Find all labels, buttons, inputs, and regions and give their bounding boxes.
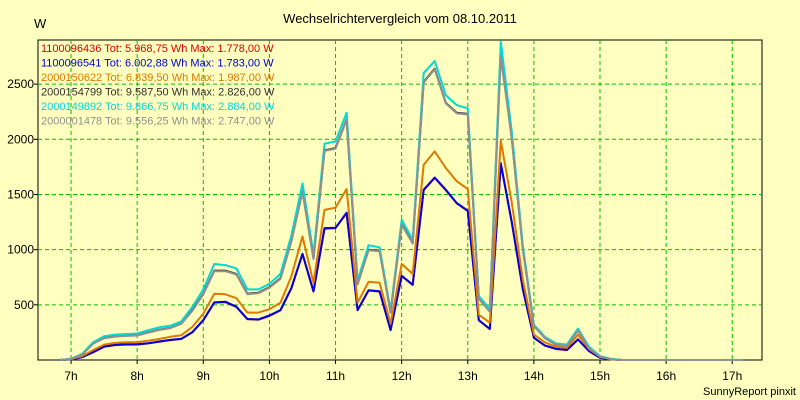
footer-credit: SunnyReport pinxit bbox=[703, 386, 796, 398]
y-tick-label: 1000 bbox=[7, 243, 34, 257]
y-axis-unit: W bbox=[34, 16, 47, 31]
x-tick-label: 7h bbox=[64, 369, 77, 383]
x-tick-label: 13h bbox=[458, 369, 478, 383]
legend-entry-2000001478: 2000001478 Tot: 9.556,25 Wh Max: 2.747,0… bbox=[41, 116, 275, 128]
x-tick-label: 15h bbox=[590, 369, 610, 383]
x-tick-label: 16h bbox=[656, 369, 676, 383]
x-tick-label: 17h bbox=[722, 369, 742, 383]
chart-title: Wechselrichtervergleich vom 08.10.2011 bbox=[283, 11, 517, 26]
x-tick-label: 12h bbox=[392, 369, 412, 383]
x-tick-label: 11h bbox=[326, 369, 345, 383]
y-tick-label: 2500 bbox=[7, 77, 34, 91]
y-tick-label: 500 bbox=[14, 298, 34, 312]
y-tick-label: 1500 bbox=[7, 187, 34, 201]
legend-entry-2000154799: 2000154799 Tot: 9.587,50 Wh Max: 2.826,0… bbox=[41, 87, 275, 99]
legend-entry-1100096436: 1100096436 Tot: 5.968,75 Wh Max: 1.778,0… bbox=[41, 43, 274, 55]
series-lines bbox=[59, 40, 744, 361]
legend: 1100096436 Tot: 5.968,75 Wh Max: 1.778,0… bbox=[41, 43, 275, 128]
x-tick-label: 14h bbox=[524, 369, 544, 383]
legend-entry-2000150622: 2000150622 Tot: 6.839,50 Wh Max: 1.987,0… bbox=[41, 72, 275, 84]
legend-entry-1100096541: 1100096541 Tot: 6.002,88 Wh Max: 1.783,0… bbox=[41, 58, 274, 70]
x-tick-label: 10h bbox=[259, 369, 279, 383]
x-tick-label: 8h bbox=[130, 369, 143, 383]
x-axis-ticks: 7h 8h 9h 10h 11h 12h 13h 14h 15h 16h 17h bbox=[64, 360, 742, 383]
grid-lines bbox=[38, 40, 762, 360]
plot-area bbox=[37, 39, 763, 361]
x-tick-label: 9h bbox=[197, 369, 210, 383]
y-tick-label: 2000 bbox=[7, 132, 34, 146]
y-axis-ticks: 500 1000 1500 2000 2500 bbox=[7, 77, 38, 312]
legend-entry-2000149892: 2000149892 Tot: 9.866,75 Wh Max: 2.884,0… bbox=[41, 101, 275, 113]
series-line-2000001478 bbox=[59, 55, 744, 361]
